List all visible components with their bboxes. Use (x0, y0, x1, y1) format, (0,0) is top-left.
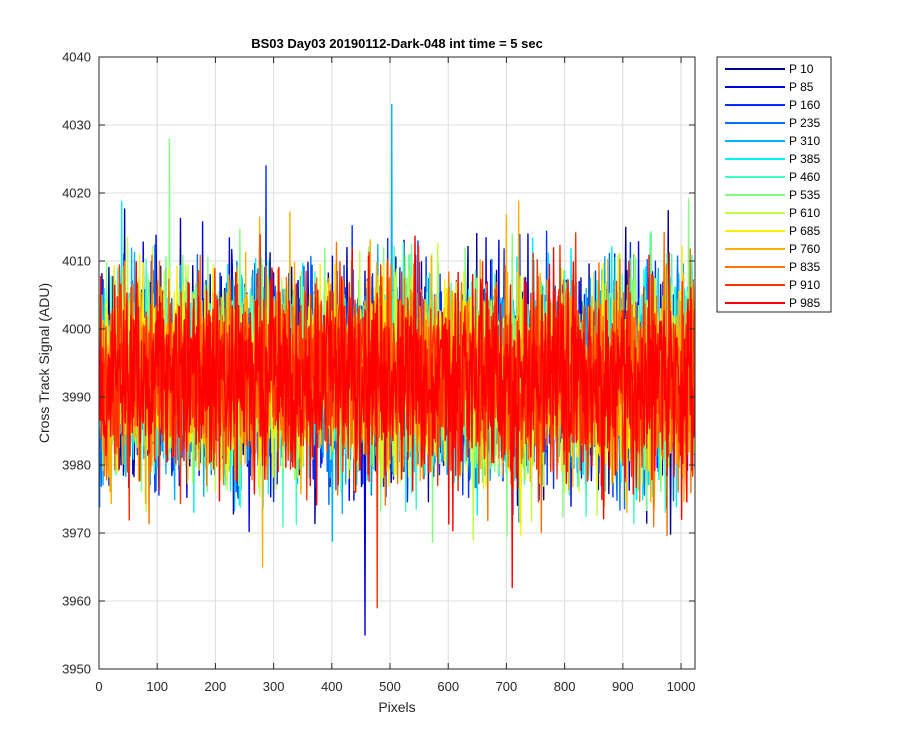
y-tick-label: 3970 (62, 526, 91, 541)
x-tick-label: 800 (554, 679, 576, 694)
legend-entry: P 685 (789, 224, 820, 238)
legend-entry: P 160 (789, 98, 820, 112)
y-tick-label: 4040 (62, 50, 91, 65)
y-axis-label: Cross Track Signal (ADU) (36, 283, 52, 443)
legend-entry: P 460 (789, 170, 820, 184)
x-tick-label: 500 (379, 679, 401, 694)
legend-entry: P 835 (789, 260, 820, 274)
series-line-p985 (99, 235, 695, 589)
legend-box (716, 56, 832, 313)
series-lines (99, 103, 695, 636)
y-tick-label: 3990 (62, 390, 91, 405)
legend-entry: P 235 (789, 116, 820, 130)
axis-ticks: 0 100 200 300 400 500 600 700 800 900 1000 3950 3960… (62, 50, 695, 695)
legend-entry: P 85 (789, 80, 814, 94)
x-tick-label: 100 (146, 679, 168, 694)
x-tick-label: 300 (263, 679, 285, 694)
legend-entry: P 910 (789, 278, 820, 292)
y-tick-label: 4010 (62, 254, 91, 269)
x-tick-label: 700 (496, 679, 518, 694)
plot-frame (98, 56, 696, 670)
x-tick-label: 900 (612, 679, 634, 694)
legend-entry: P 535 (789, 188, 820, 202)
legend-entry: P 610 (789, 206, 820, 220)
x-tick-label: 1000 (667, 679, 696, 694)
y-tick-label: 3960 (62, 594, 91, 609)
y-tick-label: 4000 (62, 322, 91, 337)
legend: P 10 P 85 P 160 P 235 P 310 P 385 P 460 P 535 P … (716, 56, 832, 313)
y-tick-label: 3980 (62, 458, 91, 473)
y-tick-label: 3950 (62, 662, 91, 677)
legend-entry: P 310 (789, 134, 820, 148)
y-tick-label: 4020 (62, 186, 91, 201)
x-tick-label: 600 (437, 679, 459, 694)
legend-entry: P 985 (789, 296, 820, 310)
legend-entry: P 760 (789, 242, 820, 256)
x-tick-label: 400 (321, 679, 343, 694)
legend-entry: P 385 (789, 152, 820, 166)
x-tick-label: 200 (205, 679, 227, 694)
y-tick-label: 4030 (62, 118, 91, 133)
legend-entry: P 10 (789, 62, 814, 76)
x-axis-label: Pixels (378, 699, 415, 715)
x-tick-label: 0 (95, 679, 102, 694)
chart-title: BS03 Day03 20190112-Dark-048 int time = … (251, 36, 543, 51)
